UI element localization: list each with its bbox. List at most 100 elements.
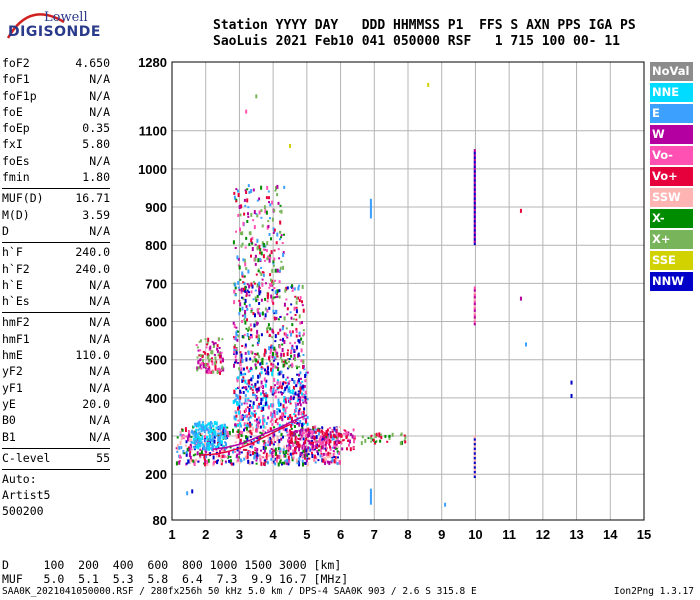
echo-point <box>292 449 295 454</box>
echo-point <box>238 205 241 209</box>
echo-point <box>218 432 221 435</box>
param-row: hmF1 N/A <box>2 332 110 348</box>
echo-point <box>262 404 265 407</box>
echo-point <box>206 353 209 356</box>
echo-point <box>473 456 476 460</box>
header-line2: SaoLuis 2021 Feb10 041 050000 RSF 1 715 … <box>213 34 620 49</box>
echo-point <box>256 380 259 384</box>
echo-point <box>278 409 281 413</box>
echo-point <box>218 367 221 372</box>
echo-point <box>284 459 287 462</box>
x-tick-label: 11 <box>502 527 516 542</box>
echo-point <box>270 411 273 415</box>
echo-point <box>257 341 260 344</box>
echo-point <box>271 354 274 359</box>
x-tick-label: 2 <box>202 527 209 542</box>
echo-point <box>294 430 297 433</box>
echo-point <box>237 419 240 422</box>
echo-point <box>298 457 301 461</box>
echo-point <box>307 439 310 442</box>
echo-point <box>254 262 257 266</box>
echo-point <box>311 454 314 458</box>
echo-point <box>250 328 253 332</box>
echo-point <box>240 418 243 422</box>
echo-point <box>403 434 406 437</box>
echo-point <box>226 430 229 435</box>
echo-point <box>293 421 296 424</box>
echo-point <box>294 341 296 344</box>
echo-point <box>341 447 344 451</box>
echo-point <box>260 366 263 369</box>
echo-point <box>301 456 304 459</box>
echo-point <box>242 281 245 284</box>
echo-point <box>243 402 246 405</box>
echo-point <box>262 254 265 259</box>
echo-point <box>237 280 240 285</box>
echo-point <box>236 338 239 342</box>
echo-point <box>352 428 355 432</box>
echo-point <box>300 428 302 431</box>
echo-point <box>473 440 476 444</box>
echo-point <box>282 253 285 257</box>
echo-point <box>242 335 245 339</box>
echo-point <box>327 451 330 456</box>
param-divider <box>2 469 110 471</box>
echo-point <box>256 284 259 288</box>
echo-point <box>284 386 287 391</box>
echo-point <box>215 421 218 426</box>
echo-point <box>291 289 294 292</box>
echo-point <box>473 151 476 155</box>
echo-point <box>257 416 260 420</box>
echo-point <box>274 348 277 353</box>
echo-point <box>245 291 248 296</box>
echo-point <box>300 392 303 396</box>
echo-point <box>256 423 259 428</box>
echo-point <box>235 393 238 397</box>
echo-point <box>336 462 339 466</box>
echo-point <box>187 459 190 464</box>
echo-point <box>333 459 336 464</box>
echo-point <box>254 413 256 418</box>
echo-point <box>269 443 271 446</box>
echo-point <box>285 378 288 381</box>
echo-point <box>181 428 184 432</box>
echo-point <box>285 450 288 455</box>
param-value: 3.59 <box>82 207 110 222</box>
echo-point <box>277 442 280 447</box>
echo-point <box>473 176 476 180</box>
echo-point <box>238 399 241 404</box>
echo-point <box>298 408 301 411</box>
echo-point <box>302 416 305 421</box>
echo-point <box>302 437 305 441</box>
echo-point <box>369 490 372 494</box>
echo-point <box>264 349 267 354</box>
echo-point <box>473 192 476 196</box>
echo-point <box>315 456 318 460</box>
echo-point <box>239 430 242 434</box>
echo-point <box>198 431 201 435</box>
echo-point <box>373 433 376 436</box>
echo-point <box>290 427 293 430</box>
echo-point <box>290 395 292 400</box>
echo-point <box>328 438 331 442</box>
echo-point <box>300 434 303 437</box>
echo-point <box>238 450 241 455</box>
echo-point <box>299 452 302 456</box>
echo-point <box>199 439 202 443</box>
param-value: N/A <box>89 104 110 119</box>
echo-point <box>290 354 293 358</box>
echo-point <box>473 187 476 191</box>
echo-point <box>273 287 276 290</box>
param-label: hmF2 <box>2 315 30 330</box>
echo-point <box>207 431 210 434</box>
echo-point <box>233 350 236 354</box>
echo-point <box>264 259 266 262</box>
echo-point <box>262 390 265 395</box>
echo-point <box>319 448 322 453</box>
echo-point <box>207 429 210 434</box>
echo-point <box>266 185 269 190</box>
echo-point <box>248 440 251 443</box>
echo-point <box>233 191 236 195</box>
echo-point <box>237 257 240 261</box>
echo-point <box>236 189 239 193</box>
